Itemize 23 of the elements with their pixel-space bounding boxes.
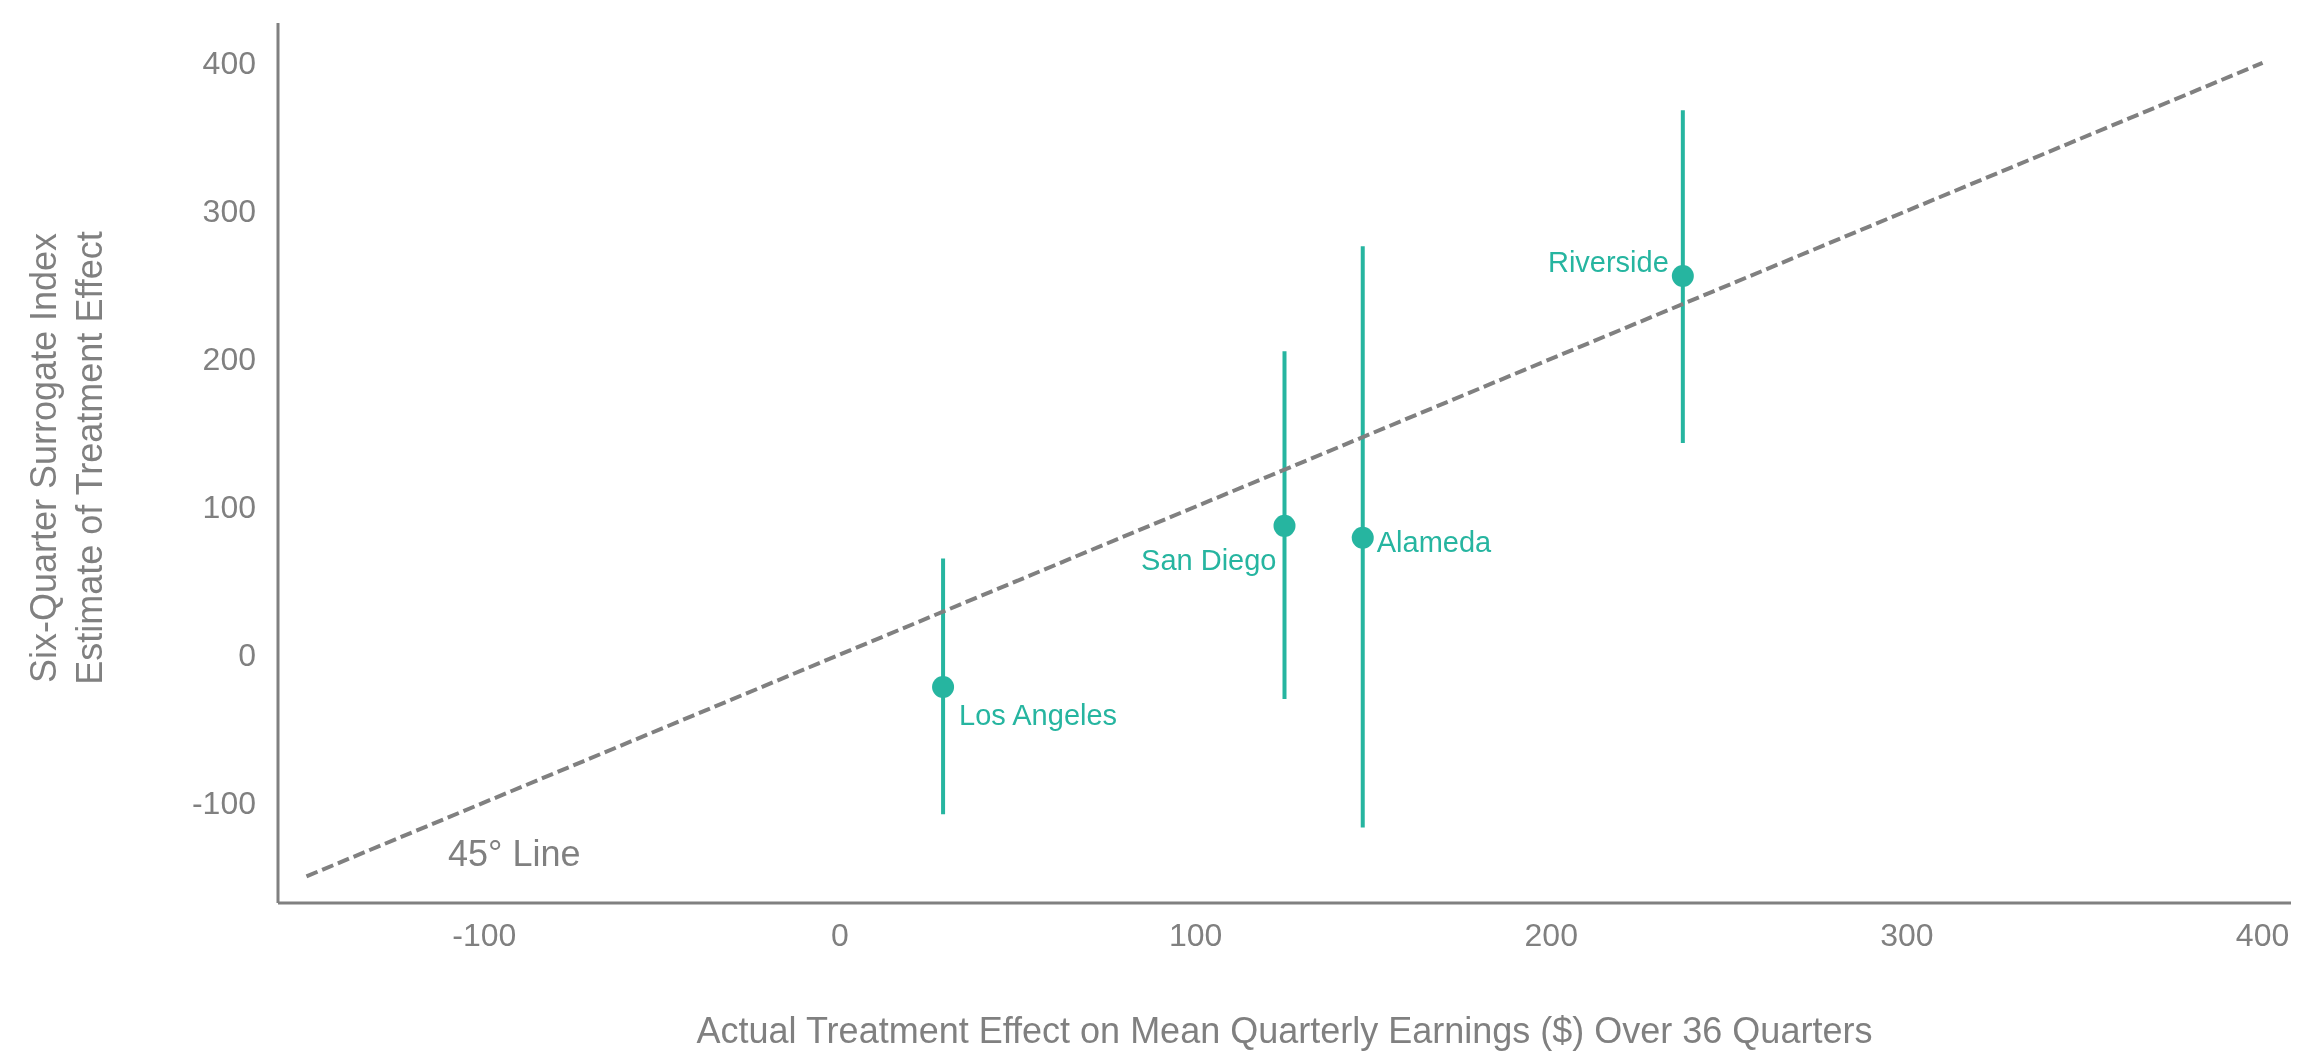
annotation: San Diego [1141, 543, 1277, 576]
y-tick-label: 200 [202, 341, 256, 378]
point [1671, 264, 1694, 287]
y-axis-title: Six-Quarter Surrogate Index Estimate of Treatment Effect [23, 231, 110, 685]
y-tick-label: 100 [202, 488, 256, 525]
y-tick-label: 400 [202, 45, 256, 82]
y-tick-label: 0 [238, 636, 256, 673]
y-tick-label: 300 [202, 193, 256, 230]
annotation: 45° Line [448, 833, 581, 875]
x-tick-label: -100 [452, 916, 517, 953]
x-tick-label: 200 [1524, 916, 1578, 953]
x-tick-label: 100 [1168, 916, 1223, 953]
y-tick-label: -100 [191, 784, 256, 821]
annotation: Alameda [1376, 525, 1493, 558]
point [1351, 526, 1374, 549]
x-axis-title: Actual Treatment Effect on Mean Quarterly Earnings ($) Over 36 Quarters [696, 1010, 1873, 1051]
x-tick-label: 400 [2235, 916, 2290, 953]
point [932, 676, 955, 699]
annotation: Los Angeles [959, 699, 1118, 732]
annotation: Riverside [1547, 245, 1669, 278]
point [1273, 514, 1296, 537]
x-tick-label: 300 [1880, 916, 1934, 953]
x-tick-label: 0 [831, 916, 849, 953]
